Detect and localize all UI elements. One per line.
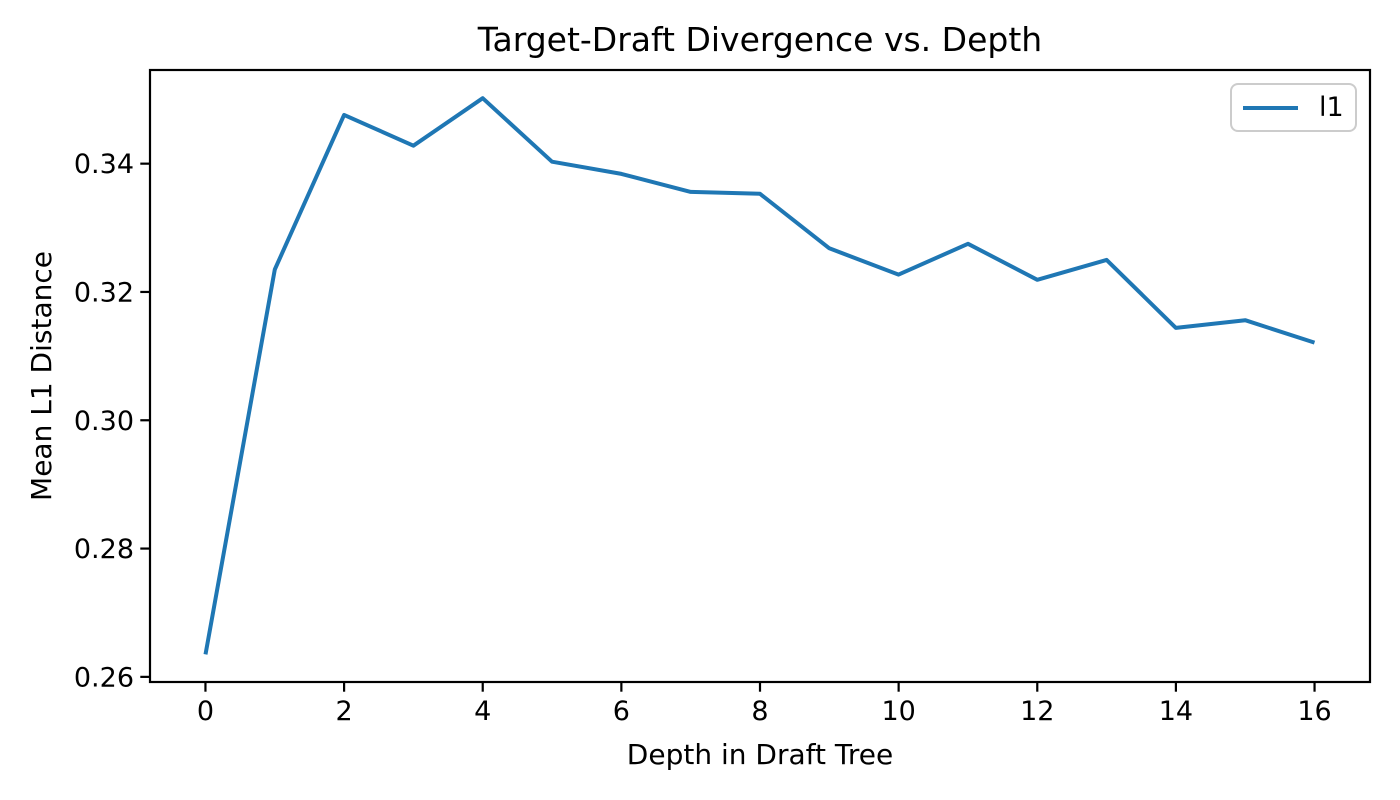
plot-border <box>148 68 1372 684</box>
legend: l1 <box>1230 83 1357 132</box>
y-tick-label: 0.34 <box>74 149 134 180</box>
y-tick-label: 0.30 <box>74 406 134 437</box>
y-tick-label: 0.26 <box>74 662 134 693</box>
y-axis-label: Mean L1 Distance <box>25 251 58 501</box>
x-tick-label: 16 <box>1297 696 1331 727</box>
data-line-l1 <box>203 96 1316 655</box>
legend-series-label: l1 <box>1319 92 1344 123</box>
x-tick-label: 0 <box>197 696 214 727</box>
y-tick-label: 0.32 <box>74 277 134 308</box>
y-tick-label: 0.28 <box>74 534 134 565</box>
legend-line-sample <box>1243 105 1298 110</box>
x-tick-label: 12 <box>1020 696 1054 727</box>
x-tick-label: 6 <box>613 696 630 727</box>
x-tick-label: 10 <box>881 696 915 727</box>
x-tick-label: 14 <box>1159 696 1193 727</box>
chart-title: Target-Draft Divergence vs. Depth <box>477 20 1043 59</box>
x-tick-label: 4 <box>474 696 491 727</box>
x-tick-label: 8 <box>751 696 768 727</box>
x-tick-label: 2 <box>335 696 352 727</box>
x-axis-label: Depth in Draft Tree <box>626 738 894 771</box>
